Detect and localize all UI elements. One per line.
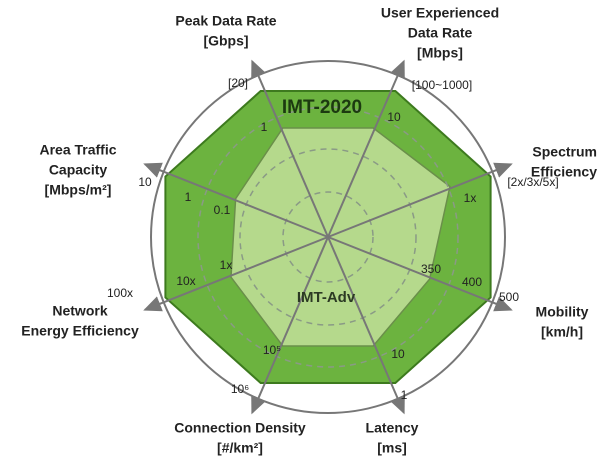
axis-arrow — [251, 236, 329, 415]
scale-label: 100x — [107, 286, 133, 300]
dashed-ring — [197, 106, 459, 368]
scale-label: 1x — [464, 191, 477, 205]
imt-adv-label: IMT-Adv — [297, 289, 356, 306]
axis-arrow — [143, 162, 329, 238]
axis-name: [Mbps] — [417, 45, 463, 61]
scale-label: 10 — [387, 110, 401, 124]
axis-name: Mobility — [536, 304, 589, 320]
axis-name: [#/km²] — [217, 440, 263, 456]
axis-arrow — [327, 236, 405, 415]
scale-label: 10⁵ — [263, 343, 281, 357]
axis-arrow — [327, 236, 513, 312]
scale-label: 10⁶ — [231, 382, 249, 396]
scale-label: 1x — [220, 258, 233, 272]
axis-name: [km/h] — [541, 324, 583, 340]
scale-label: 1 — [401, 388, 408, 402]
axis-name: [Gbps] — [203, 33, 248, 49]
axis-name: Latency — [366, 420, 419, 436]
axis-name: [Mbps/m²] — [45, 182, 112, 198]
scale-label: 10 — [391, 347, 405, 361]
axis-name: Area Traffic — [39, 142, 116, 158]
scale-label: [2x/3x/5x] — [507, 175, 558, 189]
scale-label: 10x — [176, 274, 195, 288]
dashed-ring — [239, 148, 417, 326]
scale-label: 0.1 — [214, 203, 231, 217]
imt2020-label: IMT-2020 — [282, 97, 362, 118]
axis-name: Energy Efficiency — [21, 323, 139, 339]
scale-label: [100~1000] — [412, 78, 472, 92]
scale-label: 500 — [499, 290, 519, 304]
dashed-ring — [282, 191, 374, 283]
scale-label: 400 — [462, 275, 482, 289]
axis-arrow — [327, 59, 405, 238]
axis-name: Network — [52, 303, 107, 319]
axis-arrow — [251, 59, 329, 238]
scale-label: 350 — [421, 262, 441, 276]
imt-adv-area — [230, 127, 451, 347]
axis-name: Data Rate — [408, 25, 473, 41]
axis-name: Efficiency — [531, 164, 597, 180]
axis-name: User Experienced — [381, 5, 499, 21]
axis-name: Capacity — [49, 162, 108, 178]
scale-label: 1 — [261, 120, 268, 134]
axis-name: Peak Data Rate — [175, 13, 276, 29]
axis-name: Spectrum — [532, 144, 597, 160]
axis-arrow — [327, 162, 513, 238]
scale-label: 10 — [138, 175, 152, 189]
scale-label: 1 — [185, 190, 192, 204]
scale-label: [20] — [228, 76, 248, 90]
axis-arrow — [143, 236, 329, 312]
axis-name: Connection Density — [174, 420, 306, 436]
axis-name: [ms] — [377, 440, 407, 456]
